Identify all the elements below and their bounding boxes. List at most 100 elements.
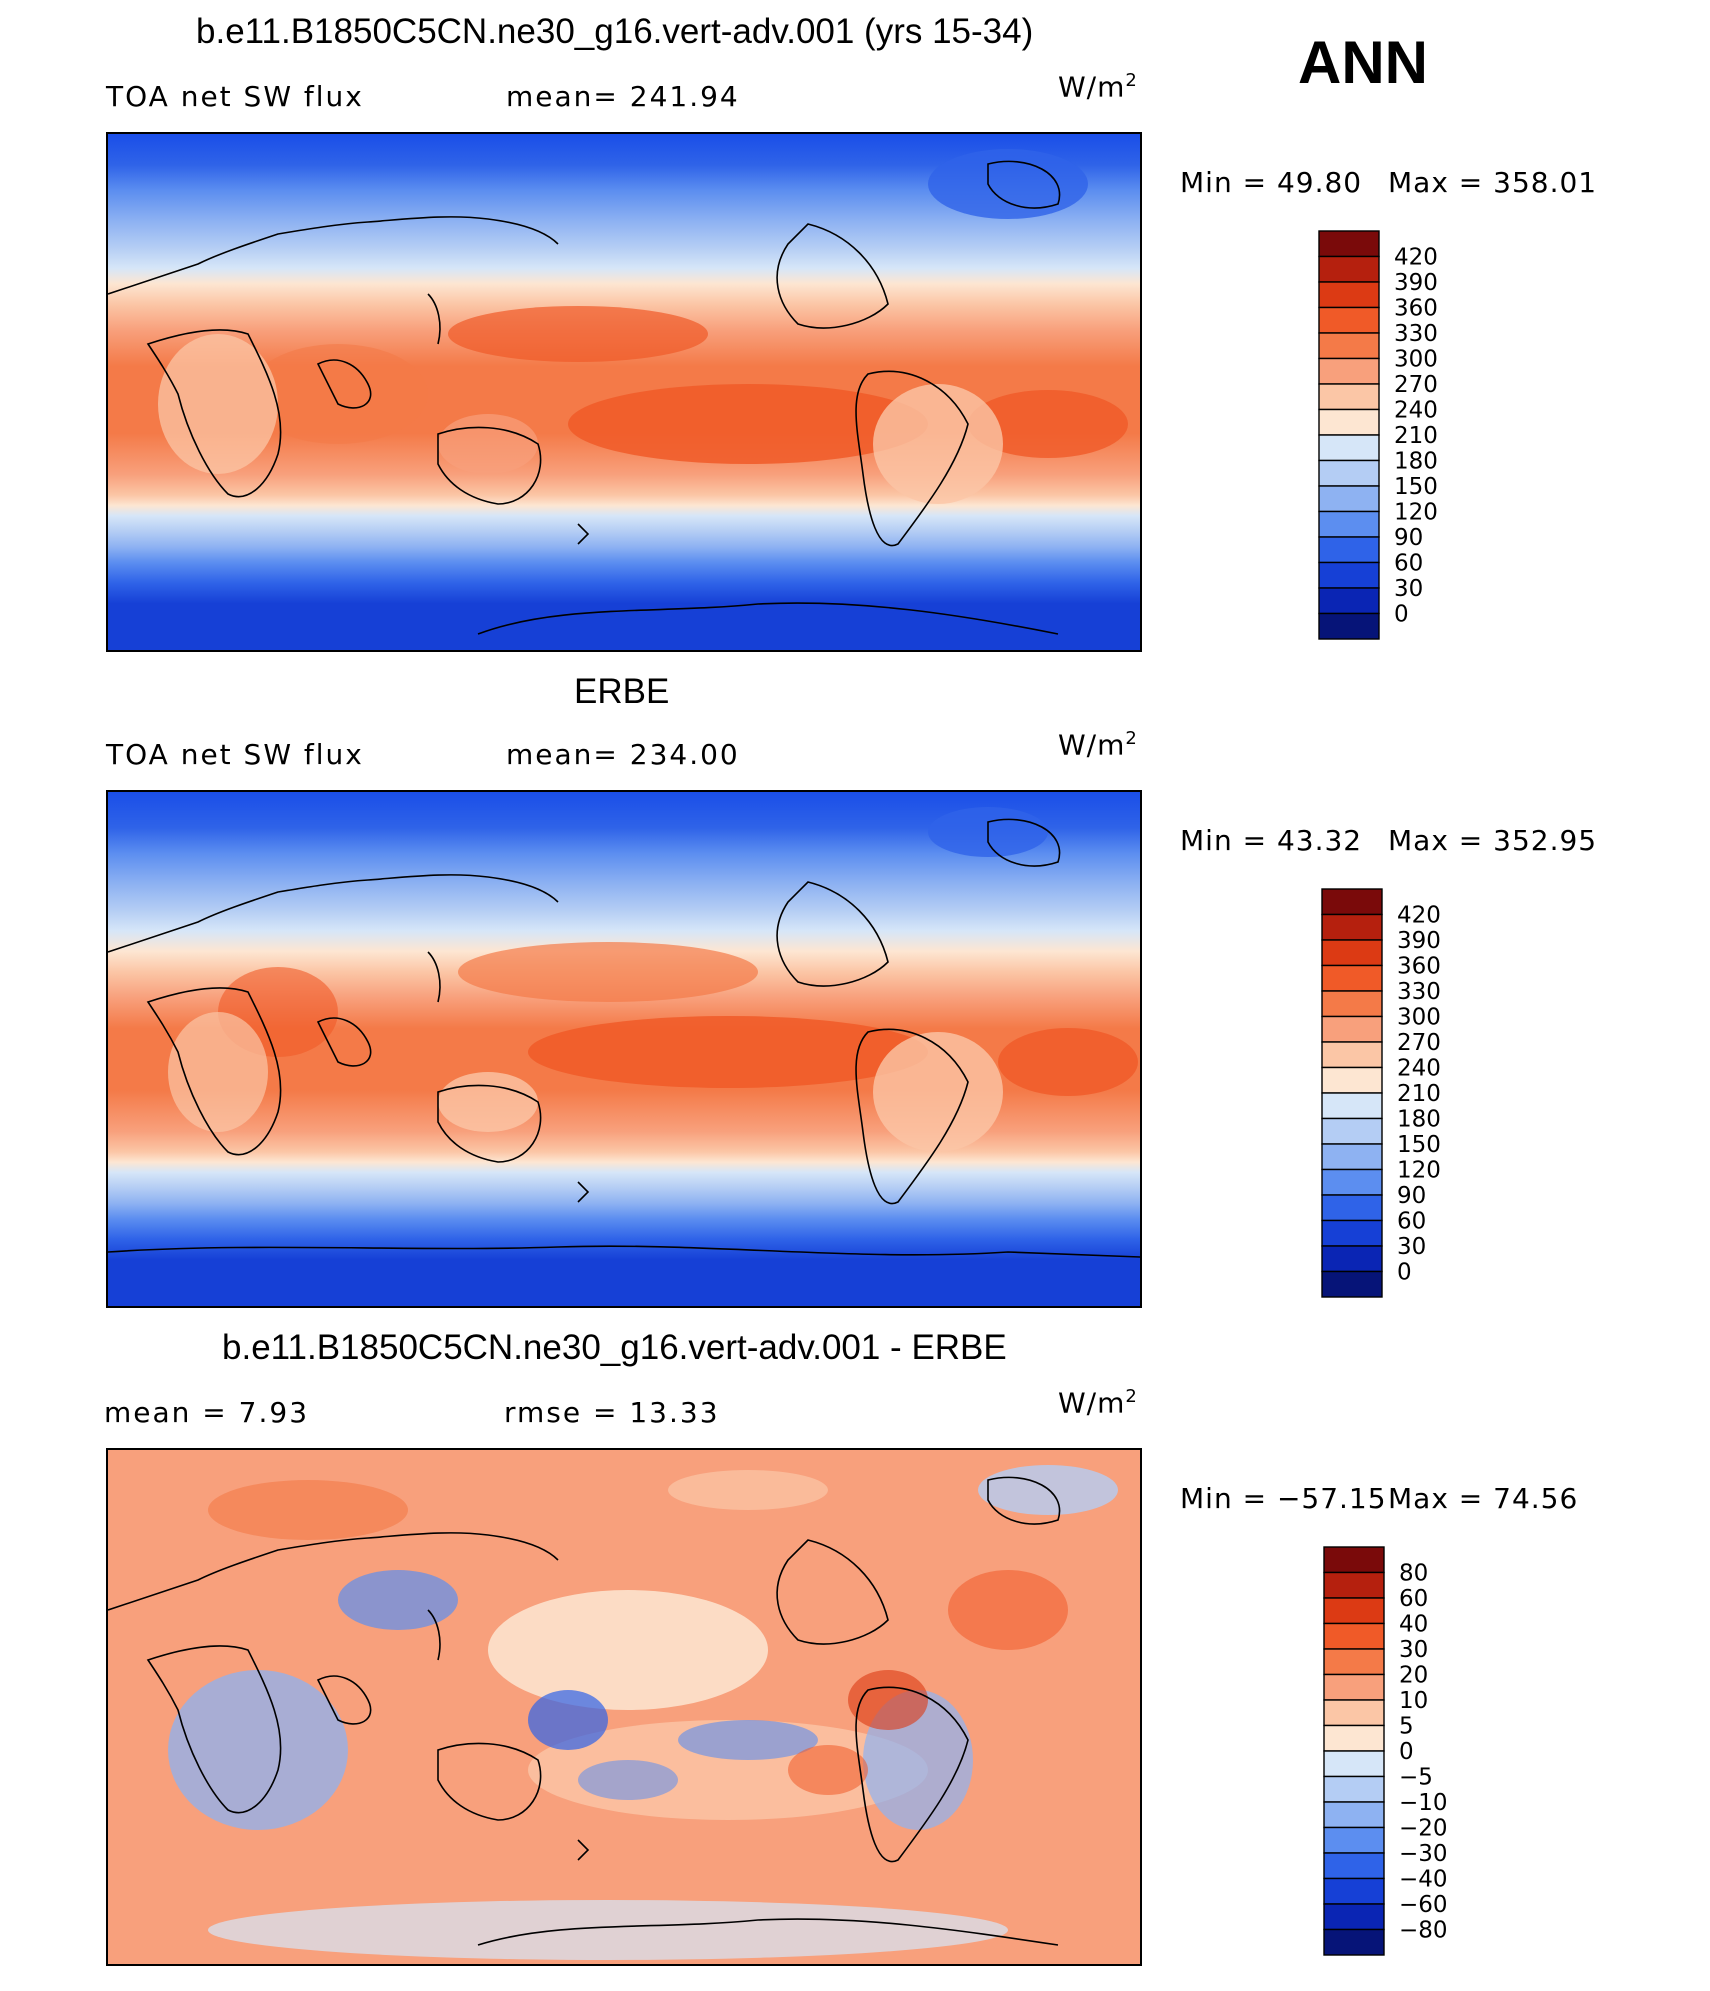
colorbar-tick-label: 420 bbox=[1394, 245, 1438, 271]
colorbar-swatch bbox=[1323, 1928, 1385, 1956]
season-label: ANN bbox=[1298, 29, 1428, 96]
colorbar-swatch bbox=[1323, 1852, 1385, 1880]
colorbar-swatch bbox=[1318, 332, 1380, 360]
colorbar-tick-label: 300 bbox=[1397, 1005, 1441, 1031]
colorbar-tick-label: 360 bbox=[1394, 296, 1438, 322]
colorbar-tick-label: 330 bbox=[1397, 979, 1441, 1005]
panel1-left-label: TOA net SW flux bbox=[106, 80, 364, 113]
colorbar-swatch bbox=[1321, 1219, 1383, 1247]
panel1-mean: mean= 241.94 bbox=[506, 80, 740, 113]
colorbar-tick-label: 210 bbox=[1394, 423, 1438, 449]
panel3-mean: mean = 7.93 bbox=[104, 1396, 310, 1429]
colorbar-tick-label: 240 bbox=[1394, 398, 1438, 424]
colorbar-swatch bbox=[1323, 1750, 1385, 1778]
colorbar-swatch bbox=[1323, 1877, 1385, 1905]
colorbar-tick-label: 60 bbox=[1399, 1586, 1428, 1612]
colorbar-tick-label: 60 bbox=[1394, 551, 1423, 577]
colorbar-swatch bbox=[1323, 1571, 1385, 1599]
colorbar-tick-label: 120 bbox=[1397, 1158, 1441, 1184]
panel2-min: Min = 43.32 bbox=[1180, 824, 1363, 857]
colorbar-swatch bbox=[1323, 1546, 1385, 1574]
panel1-max: Max = 358.01 bbox=[1388, 166, 1598, 199]
colorbar-tick-label: 270 bbox=[1397, 1030, 1441, 1056]
colorbar-swatch bbox=[1321, 1245, 1383, 1273]
panel2-title: ERBE bbox=[574, 672, 670, 711]
colorbar-swatch bbox=[1318, 230, 1380, 258]
colorbar-swatch bbox=[1318, 306, 1380, 334]
colorbar-tick-label: −10 bbox=[1399, 1790, 1448, 1816]
colorbar-tick-label: 150 bbox=[1394, 474, 1438, 500]
colorbar-tick-label: 40 bbox=[1399, 1612, 1428, 1638]
colorbar-tick-label: 180 bbox=[1394, 449, 1438, 475]
colorbar-swatch bbox=[1318, 408, 1380, 436]
colorbar-swatch bbox=[1323, 1826, 1385, 1854]
colorbar-tick-label: 390 bbox=[1397, 928, 1441, 954]
panel1-map bbox=[106, 132, 1142, 652]
panel3-map-field bbox=[108, 1450, 1140, 1964]
colorbar-swatch bbox=[1321, 1117, 1383, 1145]
colorbar-swatch bbox=[1321, 1066, 1383, 1094]
panel2-units: W/m2 bbox=[1058, 728, 1138, 762]
panel3-colorbar: 80 60 40 30 20 10 5 0 −5 −10 −20 −30 −40 −60 −80 bbox=[1323, 1546, 1483, 1966]
colorbar-swatch bbox=[1321, 1015, 1383, 1043]
colorbar-swatch bbox=[1318, 485, 1380, 513]
colorbar-tick-label: 60 bbox=[1397, 1209, 1426, 1235]
panel2-left-label: TOA net SW flux bbox=[106, 738, 364, 771]
colorbar-swatch bbox=[1321, 964, 1383, 992]
colorbar-tick-label: 0 bbox=[1399, 1739, 1414, 1765]
colorbar-tick-label: 90 bbox=[1397, 1183, 1426, 1209]
colorbar-swatch bbox=[1321, 913, 1383, 941]
colorbar-swatch bbox=[1321, 1092, 1383, 1120]
colorbar-tick-label: 80 bbox=[1399, 1561, 1428, 1587]
colorbar-swatch bbox=[1321, 939, 1383, 967]
colorbar-swatch bbox=[1318, 612, 1380, 640]
panel3-units: W/m2 bbox=[1058, 1386, 1138, 1420]
colorbar-swatch bbox=[1323, 1673, 1385, 1701]
colorbar-swatch bbox=[1321, 990, 1383, 1018]
colorbar-tick-label: 420 bbox=[1397, 903, 1441, 929]
colorbar-swatch bbox=[1318, 281, 1380, 309]
colorbar-tick-label: 10 bbox=[1399, 1688, 1428, 1714]
panel3-title: b.e11.B1850C5CN.ne30_g16.vert-adv.001 - … bbox=[222, 1328, 1007, 1367]
panel1-min: Min = 49.80 bbox=[1180, 166, 1363, 199]
colorbar-swatch bbox=[1318, 383, 1380, 411]
panel1-title: b.e11.B1850C5CN.ne30_g16.vert-adv.001 (y… bbox=[196, 12, 1034, 51]
colorbar-swatch bbox=[1318, 459, 1380, 487]
colorbar-tick-label: 30 bbox=[1399, 1637, 1428, 1663]
colorbar-swatch bbox=[1323, 1597, 1385, 1625]
colorbar-tick-label: 240 bbox=[1397, 1056, 1441, 1082]
colorbar-tick-label: 5 bbox=[1399, 1714, 1414, 1740]
colorbar-tick-label: −5 bbox=[1399, 1765, 1433, 1791]
colorbar-tick-label: −60 bbox=[1399, 1892, 1448, 1918]
colorbar-tick-label: 360 bbox=[1397, 954, 1441, 980]
colorbar-tick-label: 270 bbox=[1394, 372, 1438, 398]
panel3-rmse: rmse = 13.33 bbox=[504, 1396, 720, 1429]
colorbar-swatch bbox=[1318, 510, 1380, 538]
colorbar-swatch bbox=[1321, 1168, 1383, 1196]
colorbar-swatch bbox=[1321, 1143, 1383, 1171]
colorbar-swatch bbox=[1321, 888, 1383, 916]
colorbar-swatch bbox=[1323, 1801, 1385, 1829]
colorbar-tick-label: 20 bbox=[1399, 1663, 1428, 1689]
panel1-colorbar: 420 390 360 330 300 270 240 210 180 150 120 90 60 30 0 bbox=[1318, 230, 1478, 650]
colorbar-tick-label: 150 bbox=[1397, 1132, 1441, 1158]
panel3-map bbox=[106, 1448, 1142, 1966]
colorbar-swatch bbox=[1323, 1622, 1385, 1650]
colorbar-tick-label: 300 bbox=[1394, 347, 1438, 373]
panel3-max: Max = 74.56 bbox=[1388, 1482, 1579, 1515]
colorbar-tick-label: 330 bbox=[1394, 321, 1438, 347]
colorbar-tick-label: −30 bbox=[1399, 1841, 1448, 1867]
colorbar-tick-label: 30 bbox=[1394, 576, 1423, 602]
colorbar-tick-label: 390 bbox=[1394, 270, 1438, 296]
colorbar-tick-label: 120 bbox=[1394, 500, 1438, 526]
colorbar-swatch bbox=[1323, 1903, 1385, 1931]
colorbar-swatch bbox=[1318, 536, 1380, 564]
colorbar-swatch bbox=[1318, 434, 1380, 462]
colorbar-tick-label: −80 bbox=[1399, 1918, 1448, 1944]
colorbar-swatch bbox=[1318, 357, 1380, 385]
colorbar-swatch bbox=[1318, 255, 1380, 283]
panel3-min: Min = −57.15 bbox=[1180, 1482, 1387, 1515]
